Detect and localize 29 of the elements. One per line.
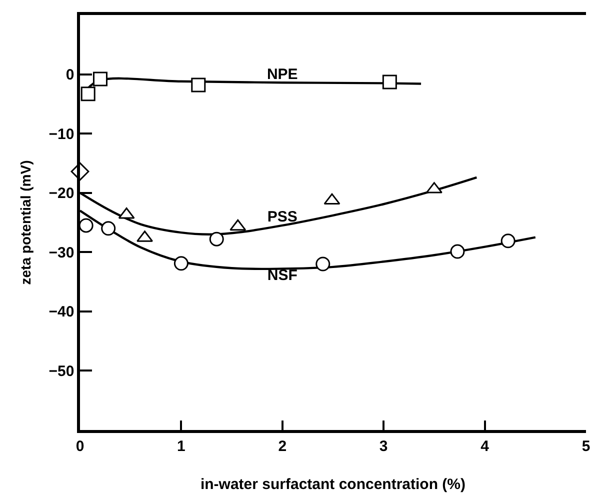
y-axis-title: zeta potential (mV) [17,160,34,285]
point [209,232,224,246]
point [230,219,246,231]
y-tick-label: 0 [66,66,74,84]
series-label: PSS [267,208,298,226]
x-tick-label: 4 [480,438,490,455]
y-tick-label: −20 [48,185,74,202]
y-tick-label: −50 [48,362,74,380]
x-axis-title: in-water surfactant concentration (%) [200,476,466,493]
point [316,256,330,272]
point [450,244,465,259]
y-tick-label: −40 [48,304,74,321]
series-label: NSF [267,266,298,284]
point [101,221,116,236]
point [174,256,188,271]
x-tick-label: 5 [582,438,590,455]
point [191,78,206,92]
x-tick-label: 1 [177,438,186,455]
point [382,74,397,90]
y-tick-label: −10 [48,126,74,143]
point [92,72,108,86]
point [80,86,96,102]
point [78,218,94,233]
point [500,234,516,248]
point [324,193,340,205]
x-tick-label: 3 [379,438,388,455]
series-label: NPE [266,66,298,83]
y-tick-label: −30 [48,244,74,262]
x-tick-label: 2 [278,438,287,455]
